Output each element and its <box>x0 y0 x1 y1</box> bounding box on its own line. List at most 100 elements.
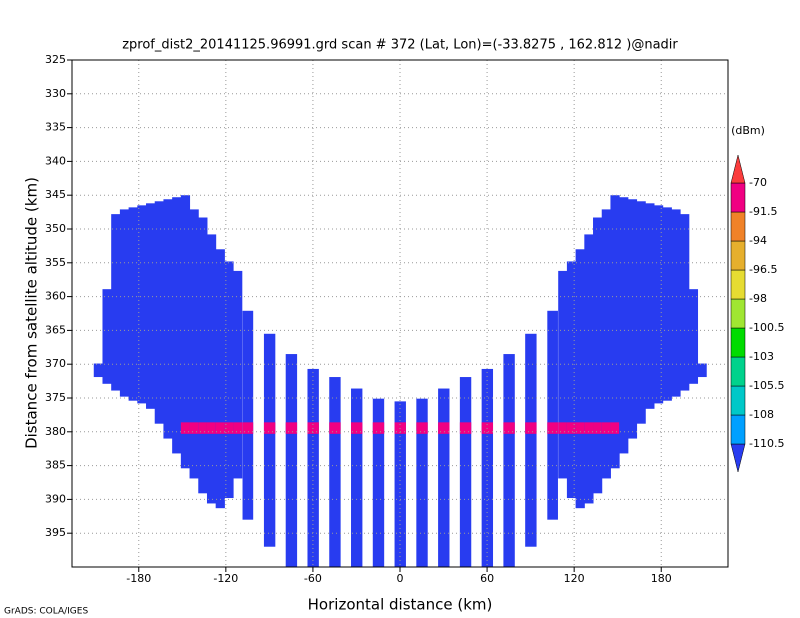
surface-echo <box>215 422 225 434</box>
surface-echo <box>525 422 537 434</box>
colorbar-tick-label: -103 <box>749 350 774 363</box>
y-tick-label: 325 <box>45 53 66 66</box>
colorbar-box <box>730 385 746 416</box>
scan-column <box>372 398 385 567</box>
scan-column <box>206 234 217 504</box>
y-tick-label: 390 <box>45 492 66 505</box>
scan-column <box>547 310 558 520</box>
surface-echo <box>547 422 558 434</box>
scan-column <box>351 388 363 567</box>
surface-echo <box>558 422 568 434</box>
x-tick-label: 180 <box>651 572 672 585</box>
surface-echo <box>233 422 243 434</box>
scan-column <box>459 377 472 567</box>
surface-echo <box>329 422 341 434</box>
y-tick-label: 365 <box>45 323 66 336</box>
surface-echo <box>351 422 363 434</box>
scan-column <box>119 209 130 397</box>
colorbar-tick-label: -100.5 <box>749 321 784 334</box>
scan-column <box>584 234 594 504</box>
scan-column <box>671 209 681 397</box>
scan-column <box>163 199 173 439</box>
colorbar-box <box>730 211 746 242</box>
surface-echo <box>584 422 594 434</box>
surface-echo <box>503 422 515 434</box>
scan-column <box>662 207 672 401</box>
scan-column <box>653 205 664 404</box>
y-tick-label: 380 <box>45 425 66 438</box>
x-tick-label: -120 <box>213 572 238 585</box>
surface-echo <box>242 422 254 434</box>
scan-column <box>111 214 121 391</box>
scan-column <box>593 217 603 494</box>
colorbar-box <box>730 269 746 300</box>
scan-column <box>180 195 191 469</box>
x-tick-label: 120 <box>564 572 585 585</box>
colorbar-tick-label: -94 <box>749 234 767 247</box>
y-tick-label: 345 <box>45 188 66 201</box>
y-axis-title: Distance from satellite altitude (km) <box>23 177 41 449</box>
scan-column <box>128 207 138 401</box>
surface-echo <box>438 422 450 434</box>
colorbar-box <box>730 182 746 213</box>
colorbar-tick-label: -91.5 <box>749 205 777 218</box>
surface-echo <box>372 422 385 434</box>
colorbar-tick-label: -105.5 <box>749 379 784 392</box>
scan-column <box>575 249 585 509</box>
scan-column <box>503 354 515 567</box>
y-tick-label: 340 <box>45 154 66 167</box>
surface-echo <box>224 422 234 434</box>
scan-column <box>215 249 225 509</box>
y-tick-label: 350 <box>45 222 66 235</box>
colorbar-under <box>730 443 746 473</box>
colorbar-box <box>730 327 746 358</box>
surface-echo <box>601 422 611 434</box>
surface-echo <box>416 422 428 434</box>
y-tick-label: 385 <box>45 459 66 472</box>
scan-column <box>438 388 450 567</box>
surface-echo <box>459 422 472 434</box>
colorbar-label: (dBm) <box>731 124 765 137</box>
scan-column <box>224 261 234 499</box>
scan-column <box>636 201 646 424</box>
surface-echo <box>566 422 577 434</box>
colorbar-tick-label: -98 <box>749 292 767 305</box>
plot-frame <box>71 59 729 568</box>
scan-column <box>525 333 537 547</box>
x-tick-label: -60 <box>304 572 322 585</box>
scan-column <box>285 354 298 567</box>
y-tick-label: 335 <box>45 121 66 134</box>
scan-column <box>154 201 164 424</box>
x-tick-label: 60 <box>480 572 494 585</box>
y-tick-label: 360 <box>45 290 66 303</box>
scan-column <box>688 289 699 384</box>
surface-echo <box>263 422 276 434</box>
scan-column <box>645 203 655 409</box>
colorbar-tick-label: -110.5 <box>749 437 784 450</box>
scan-column <box>189 209 199 479</box>
surface-echo <box>285 422 298 434</box>
scan-column <box>137 205 147 404</box>
colorbar-box <box>730 298 746 329</box>
surface-echo <box>593 422 603 434</box>
colorbar-tick-label: -70 <box>749 176 767 189</box>
scan-column <box>146 203 156 409</box>
colorbar-box <box>730 414 746 445</box>
scan-column <box>198 217 208 494</box>
scan-column <box>697 363 707 378</box>
surface-echo <box>180 422 191 434</box>
y-tick-label: 355 <box>45 256 66 269</box>
chart-title: zprof_dist2_20141125.96991.grd scan # 37… <box>122 38 678 53</box>
surface-echo <box>189 422 199 434</box>
colorbar-box <box>730 356 746 387</box>
y-tick-label: 370 <box>45 357 66 370</box>
colorbar-tick-label: -108 <box>749 408 774 421</box>
x-axis-title: Horizontal distance (km) <box>308 596 493 614</box>
colorbar-box <box>730 240 746 271</box>
scan-column <box>242 310 254 520</box>
scan-column <box>680 214 690 391</box>
scan-column <box>233 270 243 479</box>
scan-column <box>102 289 112 384</box>
colorbar-over <box>730 154 746 184</box>
